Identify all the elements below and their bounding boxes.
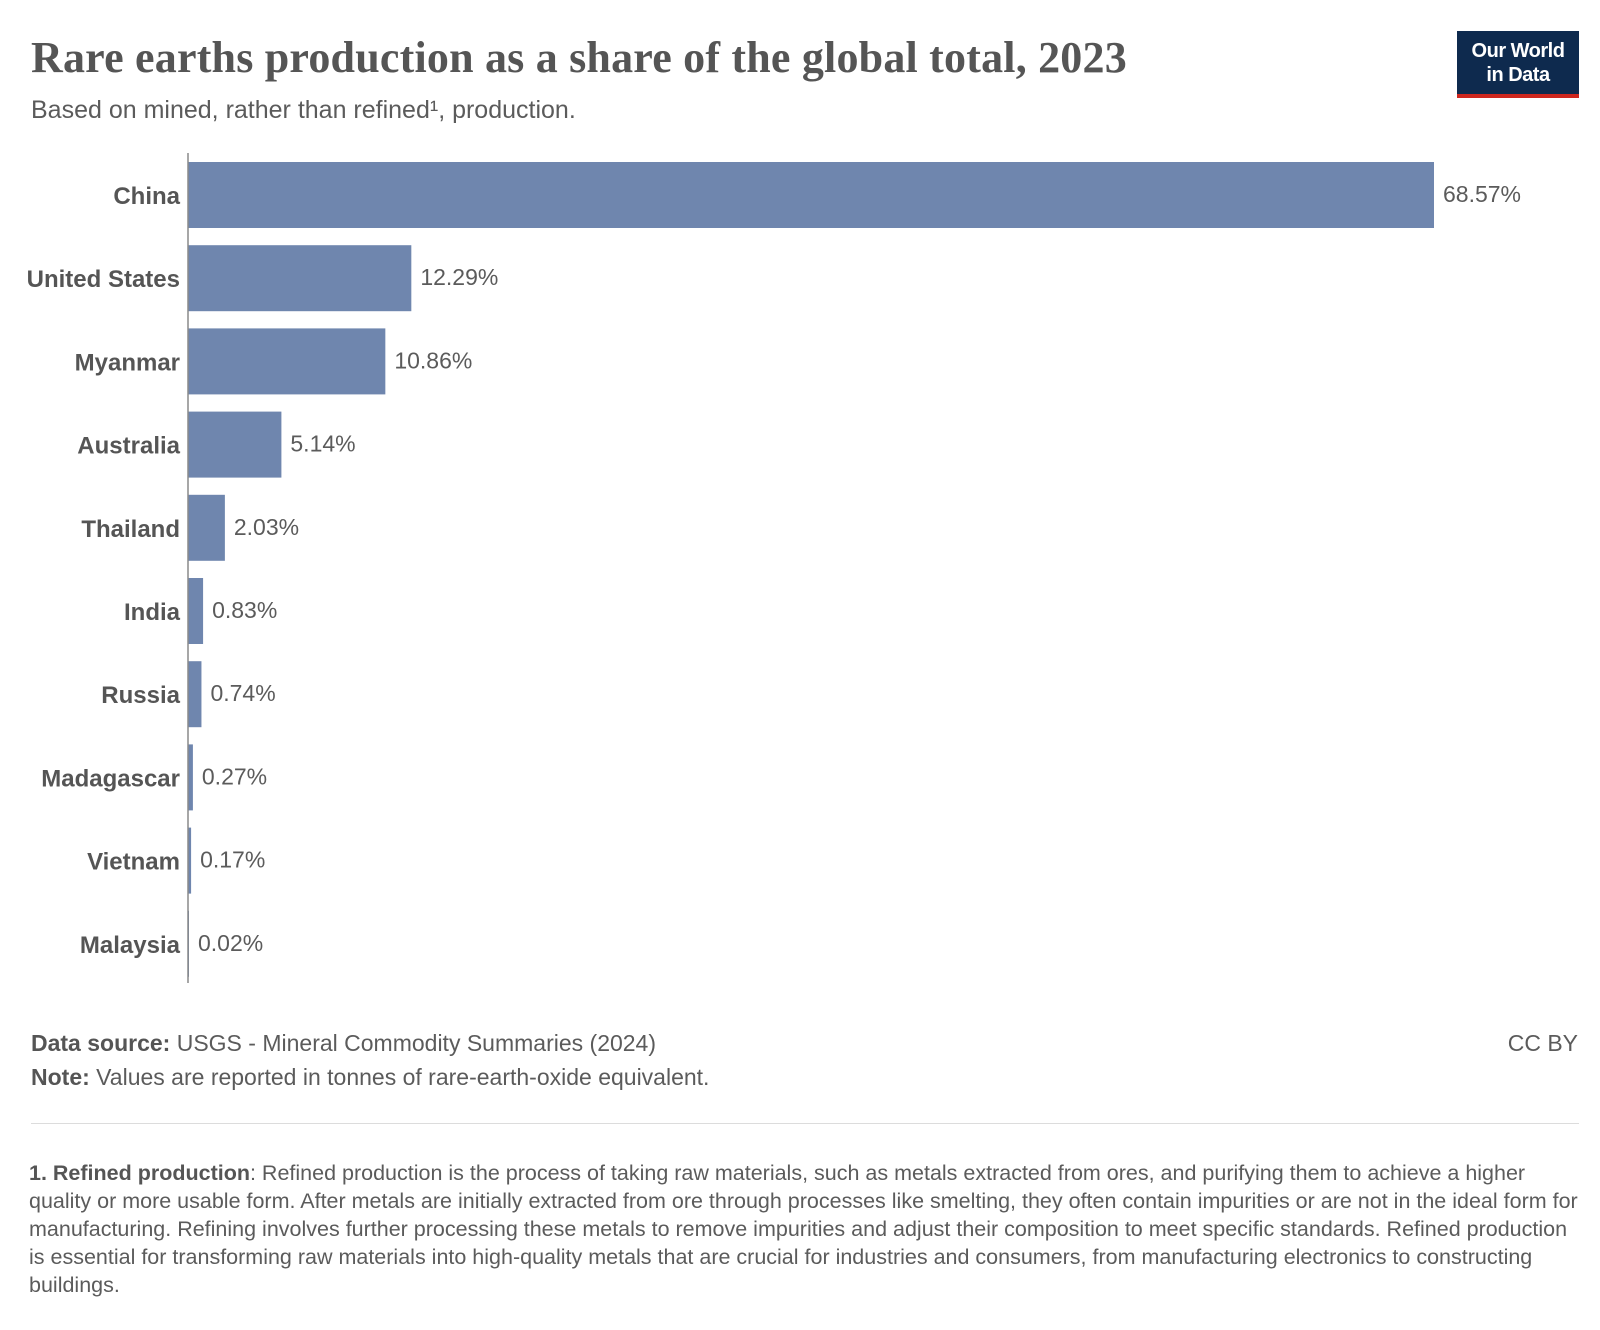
category-label-russia: Russia — [101, 682, 180, 709]
category-label-india: India — [124, 599, 181, 626]
license-link[interactable]: CC BY — [1507, 1030, 1578, 1056]
bar-russia[interactable] — [188, 661, 202, 728]
category-label-vietnam: Vietnam — [87, 849, 180, 876]
bar-united-states[interactable] — [188, 245, 412, 312]
footnote-label: 1. Refined production — [29, 1161, 250, 1185]
value-label-russia: 0.74% — [210, 680, 275, 706]
value-label-china: 68.57% — [1443, 181, 1521, 207]
value-label-thailand: 2.03% — [234, 514, 299, 540]
note-text: Values are reported in tonnes of rare-ea… — [96, 1064, 710, 1090]
logo-line-2: in Data — [1486, 63, 1550, 86]
note-label: Note: — [31, 1064, 90, 1090]
category-label-malaysia: Malaysia — [80, 932, 181, 959]
data-source-label: Data source: — [31, 1030, 171, 1056]
bar-vietnam[interactable] — [188, 827, 192, 894]
data-source: Data source: USGS - Mineral Commodity Su… — [31, 1030, 656, 1057]
value-label-australia: 5.14% — [290, 431, 355, 457]
footnote: 1. Refined production: Refined productio… — [29, 1159, 1579, 1299]
bar-australia[interactable] — [188, 411, 282, 478]
chart-note: Note: Values are reported in tonnes of r… — [31, 1064, 709, 1091]
bar-china[interactable] — [188, 162, 1434, 228]
bar-madagascar[interactable] — [188, 744, 193, 811]
owid-logo[interactable]: Our World in Data — [1457, 31, 1579, 98]
bar-myanmar[interactable] — [188, 328, 386, 395]
chart-subtitle: Based on mined, rather than refined¹, pr… — [31, 96, 576, 125]
subtitle-text: Based on mined, rather than refined¹, pr… — [31, 96, 576, 124]
category-label-china: China — [113, 183, 180, 210]
bar-chart: China 68.57% United States 12.29% Myanmar 10.… — [27, 153, 1521, 983]
category-label-myanmar: Myanmar — [75, 349, 180, 376]
value-label-myanmar: 10.86% — [394, 347, 472, 373]
category-label-united-states: United States — [27, 266, 180, 293]
bar-thailand[interactable] — [188, 494, 225, 561]
data-source-text[interactable]: USGS - Mineral Commodity Summaries (2024… — [176, 1030, 657, 1056]
bar-india[interactable] — [188, 578, 204, 644]
value-label-vietnam: 0.17% — [200, 847, 265, 873]
chart-title: Rare earths production as a share of the… — [31, 33, 1127, 82]
value-label-madagascar: 0.27% — [202, 763, 267, 789]
value-label-india: 0.83% — [212, 597, 277, 623]
value-label-malaysia: 0.02% — [198, 930, 263, 956]
category-label-australia: Australia — [77, 433, 180, 460]
logo-line-1: Our World — [1471, 39, 1565, 62]
category-label-madagascar: Madagascar — [41, 765, 180, 792]
footnote-text: : Refined production is the process of t… — [29, 1161, 1578, 1297]
value-label-united-states: 12.29% — [420, 264, 498, 290]
category-label-thailand: Thailand — [81, 516, 180, 543]
footer-divider — [31, 1123, 1579, 1124]
